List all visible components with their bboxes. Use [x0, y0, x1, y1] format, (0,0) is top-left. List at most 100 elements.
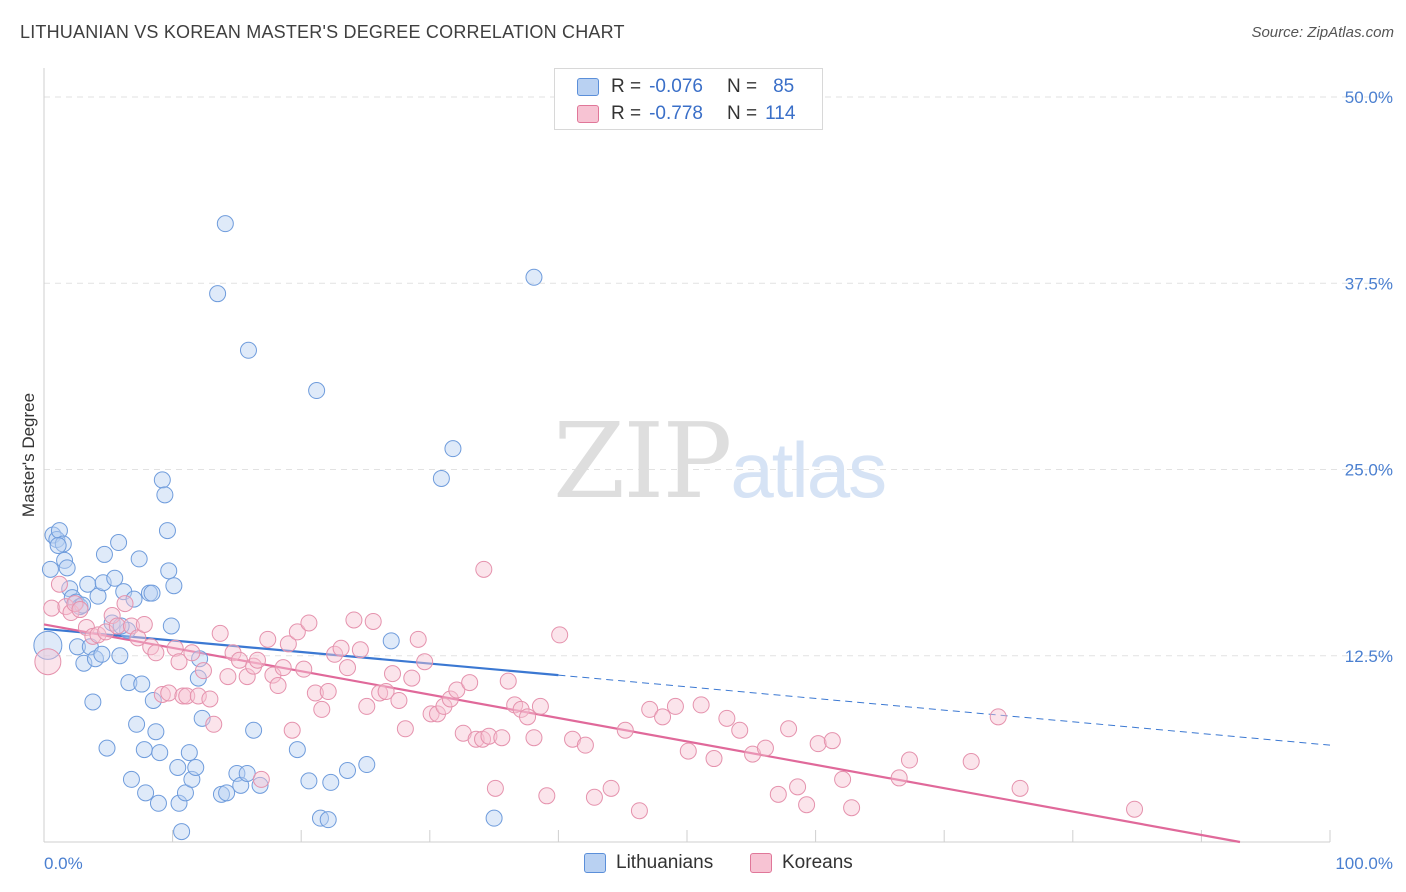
series-legend: Lithuanians Koreans	[0, 852, 1406, 878]
y-tick-label: 25.0%	[1345, 461, 1393, 480]
point-koreans	[135, 615, 153, 633]
point-lithuanians	[103, 614, 121, 632]
point-lithuanians	[444, 440, 462, 458]
point-koreans	[377, 683, 395, 701]
point-lithuanians	[382, 632, 400, 650]
point-koreans	[108, 617, 126, 635]
y-axis-label: Master's Degree	[19, 393, 38, 517]
point-koreans	[364, 612, 382, 630]
point-koreans	[448, 681, 466, 699]
point-koreans	[809, 735, 827, 753]
point-koreans	[319, 683, 337, 701]
chart-source: Source: ZipAtlas.com	[1251, 24, 1394, 41]
chart-title: LITHUANIAN VS KOREAN MASTER'S DEGREE COR…	[20, 22, 625, 42]
point-lithuanians	[180, 744, 198, 762]
point-koreans	[756, 739, 774, 757]
point-lithuanians	[58, 559, 76, 577]
point-lithuanians	[218, 784, 236, 802]
point-koreans	[238, 668, 256, 686]
point-lithuanians	[137, 784, 155, 802]
point-koreans	[219, 668, 237, 686]
point-koreans	[467, 730, 485, 748]
legend-n-value: 114	[765, 103, 796, 124]
point-lithuanians	[33, 630, 63, 660]
point-lithuanians	[49, 536, 67, 554]
point-lithuanians	[169, 759, 187, 776]
point-koreans	[692, 696, 710, 714]
point-lithuanians	[68, 638, 86, 656]
data-points	[33, 215, 1144, 841]
axes	[43, 68, 1331, 843]
point-koreans	[194, 662, 212, 680]
point-koreans	[279, 635, 297, 653]
legend-item-lithuanians: Lithuanians	[584, 852, 713, 874]
point-lithuanians	[135, 741, 153, 759]
grid-lines	[44, 96, 1394, 657]
point-koreans	[345, 611, 363, 629]
point-koreans	[50, 575, 68, 593]
point-koreans	[205, 715, 223, 733]
point-lithuanians	[338, 761, 356, 779]
point-koreans	[147, 644, 165, 662]
point-koreans	[269, 677, 287, 695]
y-tick-label: 12.5%	[1345, 647, 1393, 666]
point-koreans	[351, 641, 369, 659]
point-lithuanians	[144, 691, 162, 709]
point-lithuanians	[239, 341, 257, 359]
point-koreans	[288, 623, 306, 641]
point-lithuanians	[245, 721, 263, 739]
point-koreans	[843, 799, 861, 817]
point-lithuanians	[162, 617, 180, 635]
point-koreans	[486, 779, 504, 797]
y-tick-label: 50.0%	[1345, 88, 1393, 107]
point-lithuanians	[93, 645, 111, 663]
legend-row-lithuanians: R = -0.076 N = 85	[577, 74, 794, 100]
point-lithuanians	[288, 741, 306, 759]
point-lithuanians	[122, 770, 140, 788]
point-koreans	[170, 653, 188, 671]
point-koreans	[103, 607, 121, 625]
point-koreans	[178, 687, 196, 705]
point-lithuanians	[106, 569, 124, 587]
point-lithuanians	[322, 773, 340, 791]
stats-legend: R = -0.076 N = 85 R = -0.778 N = 114	[554, 68, 823, 130]
point-lithuanians	[251, 776, 269, 794]
point-lithuanians	[170, 794, 188, 812]
legend-swatch-lithuanians	[577, 78, 599, 96]
point-koreans	[62, 604, 80, 622]
point-koreans	[390, 691, 408, 709]
point-koreans	[585, 788, 603, 806]
point-koreans	[300, 614, 318, 632]
point-koreans	[43, 599, 61, 617]
watermark-zip: ZIP	[553, 400, 732, 522]
point-koreans	[718, 709, 736, 727]
point-koreans	[780, 720, 798, 738]
point-koreans	[475, 560, 493, 578]
point-lithuanians	[308, 382, 326, 400]
point-koreans	[900, 751, 918, 769]
point-koreans	[441, 690, 459, 708]
point-koreans	[384, 665, 402, 683]
point-koreans	[769, 785, 787, 803]
point-koreans	[493, 729, 511, 747]
point-koreans	[834, 770, 852, 788]
point-lithuanians	[110, 534, 128, 552]
point-koreans	[338, 659, 356, 677]
legend-row-koreans: R = -0.778 N = 114	[577, 101, 795, 127]
trendline-koreans	[43, 623, 1241, 844]
point-koreans	[116, 595, 134, 613]
point-lithuanians	[238, 764, 256, 782]
point-lithuanians	[50, 522, 68, 540]
legend-r-value: -0.778	[649, 103, 703, 124]
point-koreans	[654, 708, 672, 726]
point-lithuanians	[156, 486, 174, 504]
point-koreans	[295, 660, 313, 678]
point-lithuanians	[151, 744, 169, 762]
point-koreans	[705, 750, 723, 768]
point-lithuanians	[173, 823, 191, 841]
point-koreans	[531, 697, 549, 715]
point-koreans	[396, 720, 414, 738]
point-koreans	[480, 727, 498, 745]
legend-r-value: -0.076	[649, 76, 703, 97]
